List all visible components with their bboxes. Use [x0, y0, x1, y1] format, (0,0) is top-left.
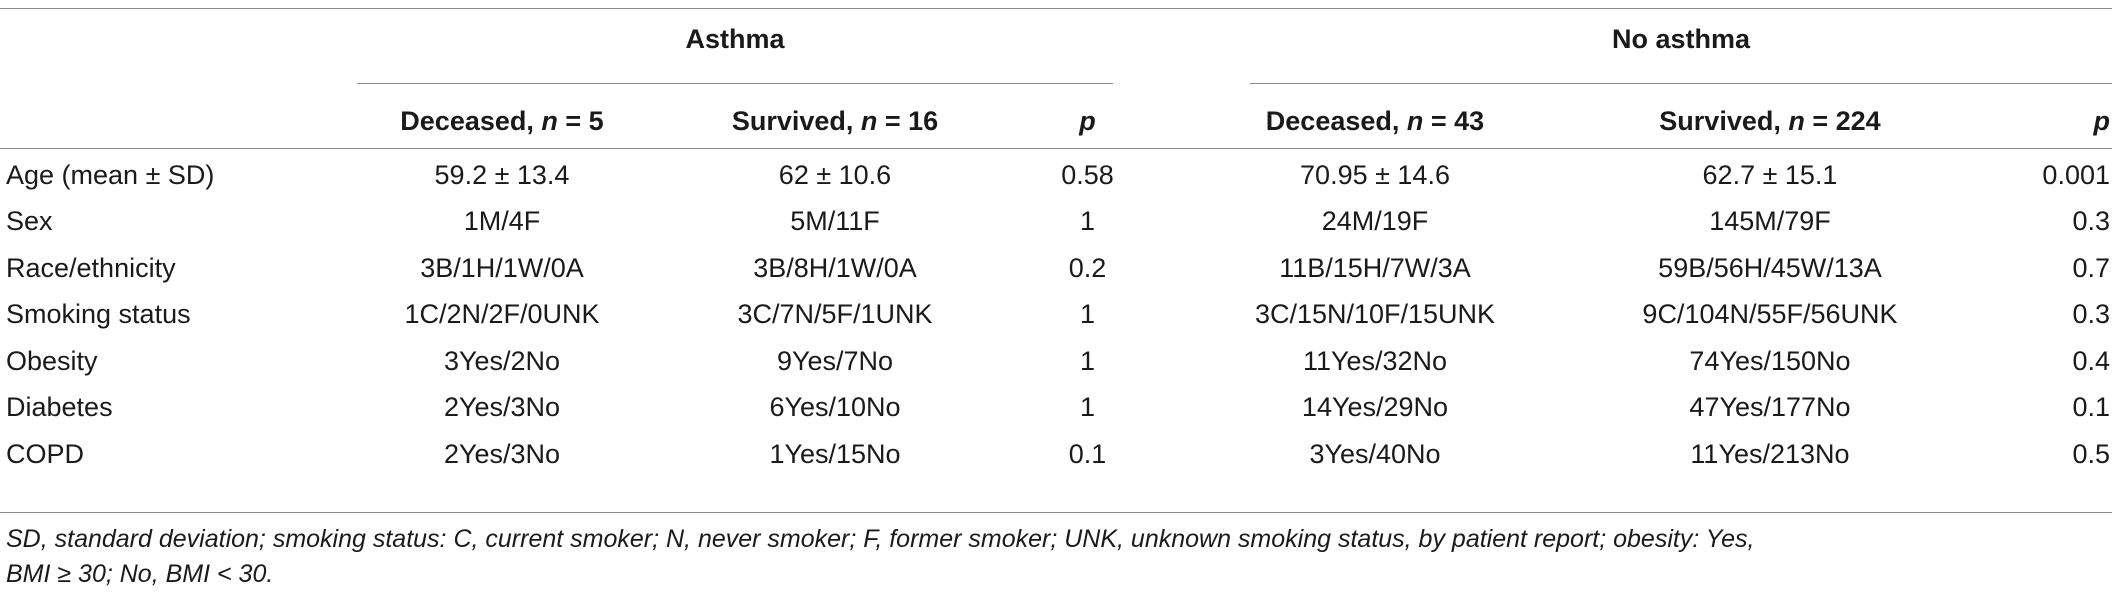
table-cell: 1M/4F [463, 206, 541, 236]
table-cell: 11Yes/213No [1690, 439, 1850, 469]
table-cell: 0.5 [2072, 439, 2110, 469]
table-cell: 1 [1079, 346, 1096, 376]
table-bottom-rule [0, 512, 2112, 513]
row-label: Age (mean ± SD) [6, 160, 215, 190]
column-header-p: p [2093, 106, 2111, 136]
table-cell: 0.2 [1068, 253, 1107, 283]
column-header-text: Deceased, [1265, 106, 1407, 136]
column-header-n-value: = 5 [557, 106, 604, 136]
column-header-asthma-deceased: Deceased, n = 5 [357, 106, 647, 137]
table-cell: 6Yes/10No [769, 392, 901, 422]
table-cell: 11Yes/32No [1302, 346, 1448, 376]
table-footnote: SD, standard deviation; smoking status: … [6, 522, 2106, 592]
table-cell: 2Yes/3No [443, 392, 561, 422]
table-cell: 3C/15N/10F/15UNK [1254, 299, 1496, 329]
row-label: Sex [6, 206, 53, 236]
column-header-n: n [860, 106, 878, 136]
footnote-line: SD, standard deviation; smoking status: … [6, 525, 1755, 553]
table-cell: 0.3 [2072, 206, 2110, 236]
footnote-line: BMI ≥ 30; No, BMI < 30. [6, 560, 274, 588]
column-header-n-value: = 43 [1423, 106, 1485, 136]
table-cell: 47Yes/177No [1689, 392, 1851, 422]
group-header-asthma: Asthma [685, 24, 785, 54]
table-cell: 0.1 [2072, 392, 2110, 422]
table-cell: 9Yes/7No [776, 346, 894, 376]
table-row-diabetes: Diabetes 2Yes/3No 6Yes/10No 1 14Yes/29No… [0, 384, 2118, 431]
table-cell: 59B/56H/45W/13A [1658, 253, 1882, 283]
column-header-text: Deceased, [400, 106, 542, 136]
row-label: Diabetes [6, 392, 113, 422]
column-header-no-asthma-deceased: Deceased, n = 43 [1210, 106, 1540, 137]
table-cell: 0.1 [1068, 439, 1107, 469]
table-cell: 0.001 [2042, 160, 2110, 190]
table-row-smoking-status: Smoking status 1C/2N/2F/0UNK 3C/7N/5F/1U… [0, 291, 2118, 338]
table-cell: 145M/79F [1709, 206, 1831, 236]
table-cell: 9C/104N/55F/56UNK [1642, 299, 1898, 329]
table-top-rule [0, 8, 2112, 9]
table-cell: 11B/15H/7W/3A [1279, 253, 1471, 283]
table-cell: 1 [1079, 392, 1096, 422]
column-header-p: p [1079, 106, 1096, 136]
table-cell: 1 [1079, 299, 1096, 329]
row-label: Obesity [6, 346, 98, 376]
table-row-sex: Sex 1M/4F 5M/11F 1 24M/19F 145M/79F 0.3 [0, 198, 2118, 245]
table-cell: 5M/11F [790, 206, 880, 236]
column-header-n-value: = 224 [1804, 106, 1881, 136]
column-header-asthma-p: p [1015, 106, 1160, 137]
row-label: Race/ethnicity [6, 253, 176, 283]
table-cell: 0.7 [2072, 253, 2110, 283]
column-header-text: Survived, [731, 106, 861, 136]
column-header-n-value: = 16 [877, 106, 939, 136]
table-cell: 14Yes/29No [1301, 392, 1449, 422]
column-header-asthma-survived: Survived, n = 16 [680, 106, 990, 137]
table-cell: 1 [1079, 206, 1096, 236]
table-row-age: Age (mean ± SD) 59.2 ± 13.4 62 ± 10.6 0.… [0, 152, 2118, 199]
table-cell: 74Yes/150No [1689, 346, 1851, 376]
table-row-obesity: Obesity 3Yes/2No 9Yes/7No 1 11Yes/32No 7… [0, 338, 2118, 385]
table-cell: 3C/7N/5F/1UNK [737, 299, 933, 329]
table-row-copd: COPD 2Yes/3No 1Yes/15No 0.1 3Yes/40No 11… [0, 431, 2118, 478]
table-cell: 0.3 [2072, 299, 2110, 329]
row-label: COPD [6, 439, 85, 469]
table-row-race-ethnicity: Race/ethnicity 3B/1H/1W/0A 3B/8H/1W/0A 0… [0, 245, 2118, 292]
table-cell: 1C/2N/2F/0UNK [404, 299, 600, 329]
table-cell: 3B/8H/1W/0A [753, 253, 917, 283]
table-cell: 2Yes/3No [443, 439, 561, 469]
header-rule [0, 148, 2112, 149]
column-header-no-asthma-p: p [1995, 106, 2111, 137]
table-cell: 3Yes/2No [443, 346, 561, 376]
table-cell: 3Yes/40No [1309, 439, 1441, 469]
column-header-text: Survived, [1659, 106, 1789, 136]
table-cell: 3B/1H/1W/0A [420, 253, 584, 283]
row-label: Smoking status [6, 299, 191, 329]
group-header-no-asthma: No asthma [1611, 24, 1751, 54]
table-cell: 0.58 [1061, 160, 1114, 190]
column-header-no-asthma-survived: Survived, n = 224 [1570, 106, 1970, 137]
group-rule-asthma [357, 83, 1113, 84]
column-header-n: n [1788, 106, 1805, 136]
group-rule-no-asthma [1250, 83, 2112, 84]
table-cell: 1Yes/15No [769, 439, 901, 469]
table-cell: 62 ± 10.6 [778, 160, 892, 190]
table-cell: 70.95 ± 14.6 [1300, 160, 1450, 190]
column-header-n: n [541, 106, 558, 136]
table-cell: 0.4 [2072, 346, 2110, 376]
table-cell: 59.2 ± 13.4 [434, 160, 570, 190]
table-cell: 62.7 ± 15.1 [1702, 160, 1838, 190]
table-cell: 24M/19F [1321, 206, 1429, 236]
column-header-n: n [1406, 106, 1424, 136]
